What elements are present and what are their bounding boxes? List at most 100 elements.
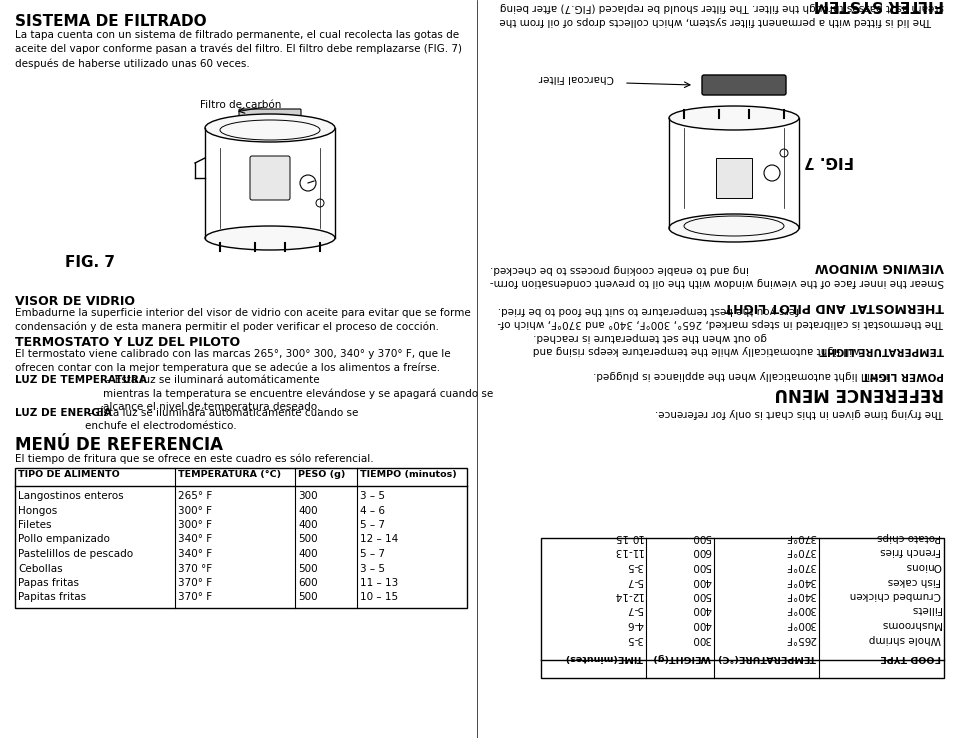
Bar [716,158,751,198]
Text: 400: 400 [691,576,710,585]
Text: TEMPERATURE LIGHT: TEMPERATURE LIGHT [819,345,943,355]
Text: Onions: Onions [903,561,940,571]
Bar [540,538,943,678]
Text: LUZ DE ENERGÍA: LUZ DE ENERGÍA [15,408,112,418]
Text: 500: 500 [691,561,710,571]
Text: 600: 600 [691,547,710,556]
Text: Potato chips: Potato chips [876,532,940,542]
Text: 370°F: 370°F [784,561,815,571]
Text: it will light automatically when the appliance is plugged.: it will light automatically when the app… [593,370,891,380]
Text: FILTER SYSTEM: FILTER SYSTEM [813,0,943,12]
Text: 3 – 5: 3 – 5 [359,491,385,501]
Text: Filetes: Filetes [18,520,51,530]
Text: 340°F: 340°F [784,576,815,585]
Text: 4 – 6: 4 – 6 [359,506,385,516]
Text: 500: 500 [297,593,317,602]
Text: Filtro de carbón: Filtro de carbón [200,100,281,110]
Text: 12-14: 12-14 [612,590,642,600]
Text: Charcoal Filter: Charcoal Filter [538,73,614,83]
Text: WEIGHT(g): WEIGHT(g) [652,653,710,662]
Text: 400: 400 [297,506,317,516]
Text: 370° F: 370° F [178,578,212,588]
Text: 300° F: 300° F [178,520,212,530]
Text: Whole shrimp: Whole shrimp [868,633,940,644]
Text: 400: 400 [691,604,710,615]
Text: VIEWING WINDOW: VIEWING WINDOW [814,260,943,273]
Text: POWER LIGHT: POWER LIGHT [862,370,943,380]
Text: will light automatically while the temperature keeps rising and
go out when the : will light automatically while the tempe… [533,332,863,355]
Text: 500: 500 [691,532,710,542]
Text: Crumbed chicken: Crumbed chicken [849,590,940,600]
Text: Papitas fritas: Papitas fritas [18,593,86,602]
Text: 300°F: 300°F [784,619,815,629]
Text: SISTEMA DE FILTRADO: SISTEMA DE FILTRADO [15,14,207,29]
Text: Papas fritas: Papas fritas [18,578,79,588]
Text: LUZ DE TEMPERATURA: LUZ DE TEMPERATURA [15,375,147,385]
Text: VISOR DE VIDRIO: VISOR DE VIDRIO [15,295,135,308]
Ellipse shape [205,114,335,142]
Text: 400: 400 [297,520,317,530]
Text: Pollo empanizado: Pollo empanizado [18,534,110,545]
Text: 500: 500 [297,564,317,573]
Text: Fish cakes: Fish cakes [887,576,940,585]
Text: El tiempo de fritura que se ofrece en este cuadro es sólo referencial.: El tiempo de fritura que se ofrece en es… [15,454,374,464]
Text: Cebollas: Cebollas [18,564,63,573]
Text: 4-6: 4-6 [625,619,642,629]
Text: Mushrooms: Mushrooms [880,619,940,629]
Bar [15,468,467,608]
Text: La tapa cuenta con un sistema de filtrado permanente, el cual recolecta las gota: La tapa cuenta con un sistema de filtrad… [15,30,461,69]
Text: French fries: French fries [880,547,940,556]
Text: MENÚ DE REFERENCIA: MENÚ DE REFERENCIA [15,436,223,454]
Ellipse shape [668,214,799,242]
Text: Embadurne la superficie interior del visor de vidrio con aceite para evitar que : Embadurne la superficie interior del vis… [15,308,470,332]
FancyBboxPatch shape [239,109,301,121]
Text: 370 °F: 370 °F [178,564,212,573]
Text: 12 – 14: 12 – 14 [359,534,397,545]
Text: 5-7: 5-7 [625,576,642,585]
Text: TIPO DE ALIMENTO: TIPO DE ALIMENTO [18,470,120,479]
Text: TERMOSTATO Y LUZ DEL PILOTO: TERMOSTATO Y LUZ DEL PILOTO [15,336,240,349]
Text: 500: 500 [691,590,710,600]
Text: El termostato viene calibrado con las marcas 265°, 300° 300, 340° y 370° F, que : El termostato viene calibrado con las ma… [15,349,450,373]
Text: 11 – 13: 11 – 13 [359,578,397,588]
Text: 11-13: 11-13 [612,547,642,556]
Text: The frying time given in this chart is only for reference.: The frying time given in this chart is o… [654,408,943,418]
Text: 10 – 15: 10 – 15 [359,593,397,602]
Text: Fillets: Fillets [910,604,940,615]
Text: TIME(minutes): TIME(minutes) [564,653,642,662]
Text: 600: 600 [297,578,317,588]
FancyBboxPatch shape [250,156,290,200]
FancyBboxPatch shape [701,75,785,95]
Text: REFERENCE MENU: REFERENCE MENU [774,384,943,402]
Text: TIEMPO (minutos): TIEMPO (minutos) [359,470,456,479]
Text: 370°F: 370°F [784,547,815,556]
Text: – Esta luz se iluminará automáticamente
mientras la temperatura se encuentre ele: – Esta luz se iluminará automáticamente … [103,375,493,412]
Text: 340° F: 340° F [178,534,212,545]
Text: The thermostat is calibrated in steps marked, 265°, 300°F, 340° and 370°F, which: The thermostat is calibrated in steps ma… [497,305,943,328]
Text: 10-15: 10-15 [612,532,642,542]
Text: 400: 400 [691,619,710,629]
Text: 340°F: 340°F [784,590,815,600]
Text: FIG. 7: FIG. 7 [803,153,853,168]
Text: 370°F: 370°F [784,532,815,542]
Text: 300: 300 [297,491,317,501]
Text: 300° F: 300° F [178,506,212,516]
Text: 370° F: 370° F [178,593,212,602]
Text: Langostinos enteros: Langostinos enteros [18,491,124,501]
Text: Pastelillos de pescado: Pastelillos de pescado [18,549,133,559]
Text: 340° F: 340° F [178,549,212,559]
Text: 400: 400 [297,549,317,559]
Text: 3 – 5: 3 – 5 [359,564,385,573]
Text: 3-5: 3-5 [625,633,642,644]
Text: 5 – 7: 5 – 7 [359,549,385,559]
Text: 3-5: 3-5 [625,561,642,571]
Text: 5-7: 5-7 [625,604,642,615]
Ellipse shape [668,106,799,130]
Text: 300°F: 300°F [784,604,815,615]
Ellipse shape [205,226,335,250]
Text: 265°F: 265°F [784,633,815,644]
Text: THERMOSTAT AND PILOT LIGHT: THERMOSTAT AND PILOT LIGHT [723,300,943,313]
Text: The lid is fitted with a permanent filter system, which collects drops of oil fr: The lid is fitted with a permanent filte… [499,0,943,26]
Text: TEMPERATURE(°C): TEMPERATURE(°C) [717,653,815,662]
Text: FIG. 7: FIG. 7 [65,255,115,270]
